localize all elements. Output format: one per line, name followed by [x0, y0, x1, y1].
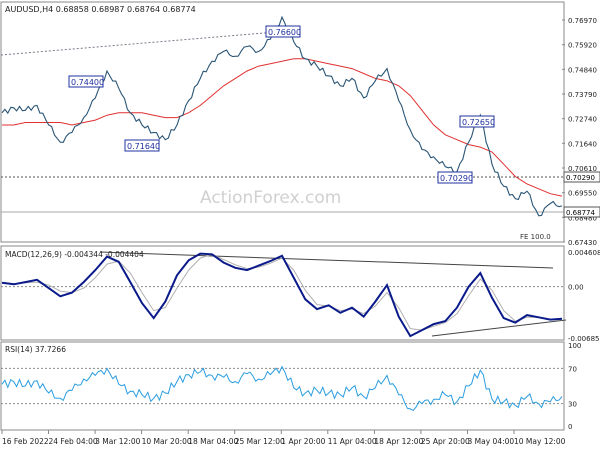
price-panel[interactable]: 0.76970 0.75920 0.74840 0.73790 0.72740 0.716… [0, 1, 600, 247]
price-tick-label: 0.74840 [568, 66, 597, 74]
annotation-label: 0.70290 [437, 171, 473, 184]
time-tick-label: 18 Apr 12:00 [374, 437, 423, 446]
time-axis: 16 Feb 2022 24 Feb 04:003 Mar 12:00 10 Mar… [1, 430, 566, 446]
svg-text:0.74400: 0.74400 [71, 78, 104, 87]
price-tick-label: 0.69550 [568, 190, 597, 198]
rsi-panel[interactable]: 100 70 30 0 RSI(14) 37.7266 [0, 341, 581, 431]
time-tick-label: 3 Mar 12:00 [95, 437, 141, 446]
time-tick-label: 1 Apr 20:00 [281, 437, 325, 446]
price-tick-label: 0.76970 [568, 17, 597, 25]
time-tick-label: 11 Apr 04:00 [328, 437, 377, 446]
macd-line [1, 252, 563, 338]
macd-panel-frame [0, 245, 565, 341]
rsi-line [1, 365, 563, 412]
rsi-panel-frame [0, 341, 565, 431]
price-line [1, 15, 563, 217]
svg-text:0.76600: 0.76600 [268, 28, 301, 37]
time-tick-label: 10 Mar 20:00 [142, 437, 192, 446]
price-tick-label: 0.75920 [568, 42, 597, 50]
price-panel-frame [0, 1, 565, 243]
annotation-label: 0.74400 [68, 75, 104, 88]
svg-text:0.70290: 0.70290 [440, 174, 473, 183]
macd-lower-trendline [431, 319, 567, 337]
time-tick-label: 24 Feb 04:00 [49, 437, 98, 446]
price-tick-label: 0.72740 [568, 116, 597, 124]
time-tick-label: 25 Mar 12:00 [235, 437, 285, 446]
time-tick-label: 18 Mar 04:00 [188, 437, 238, 446]
annotation-label: 0.72650 [459, 115, 495, 128]
annotation-label: 0.76600 [265, 25, 301, 38]
svg-text:0.71640: 0.71640 [127, 142, 160, 151]
svg-text:0.70290: 0.70290 [566, 174, 595, 182]
svg-text:0.68774: 0.68774 [566, 209, 595, 217]
macd-axis: 0.004608 0.00 -0.006853 [1, 249, 600, 343]
price-tick-label: 0.67430 [568, 239, 597, 247]
svg-text:0.72650: 0.72650 [462, 118, 495, 127]
rsi-tick-label: 100 [568, 342, 581, 350]
level-price-tag: 0.70290 [563, 171, 600, 183]
macd-signal-line [1, 253, 562, 331]
macd-tick-label: 0.004608 [568, 249, 600, 257]
last-price-tag: 0.68774 [563, 206, 600, 218]
macd-panel-title: MACD(12,26,9) -0.004344 -0.004404 [5, 250, 144, 259]
macd-upper-trendline [99, 251, 554, 269]
macd-panel[interactable]: 0.004608 0.00 -0.006853 MACD(12,26,9) -0.0… [0, 245, 600, 343]
price-panel-title: AUDUSD,H4 0.68858 0.68987 0.68764 0.6877… [5, 5, 196, 14]
fibo-extension-label: FE 100.0 [520, 233, 551, 241]
price-tick-label: 0.71640 [568, 140, 597, 148]
rsi-tick-label: 0 [568, 423, 572, 431]
time-tick-label: 16 Feb 2022 [2, 437, 49, 446]
moving-average-line [2, 58, 563, 197]
price-tick-label: 0.70610 [568, 165, 597, 173]
price-tick-label: 0.68480 [568, 214, 597, 222]
macd-tick-label: 0.00 [568, 284, 584, 292]
rsi-tick-label: 30 [568, 401, 577, 409]
rsi-tick-label: 70 [568, 365, 577, 373]
price-axis: 0.76970 0.75920 0.74840 0.73790 0.72740 0.716… [562, 17, 597, 247]
rsi-panel-title: RSI(14) 37.7266 [5, 345, 66, 354]
time-tick-label: 3 May 04:00 [468, 437, 515, 446]
annotation-label: 0.71640 [124, 139, 160, 152]
watermark: ActionForex.com [200, 188, 341, 208]
time-tick-label: 25 Apr 20:00 [421, 437, 470, 446]
price-tick-label: 0.73790 [568, 91, 597, 99]
macd-tick-label: -0.006853 [568, 335, 600, 343]
time-tick-label: 10 May 12:00 [514, 437, 566, 446]
